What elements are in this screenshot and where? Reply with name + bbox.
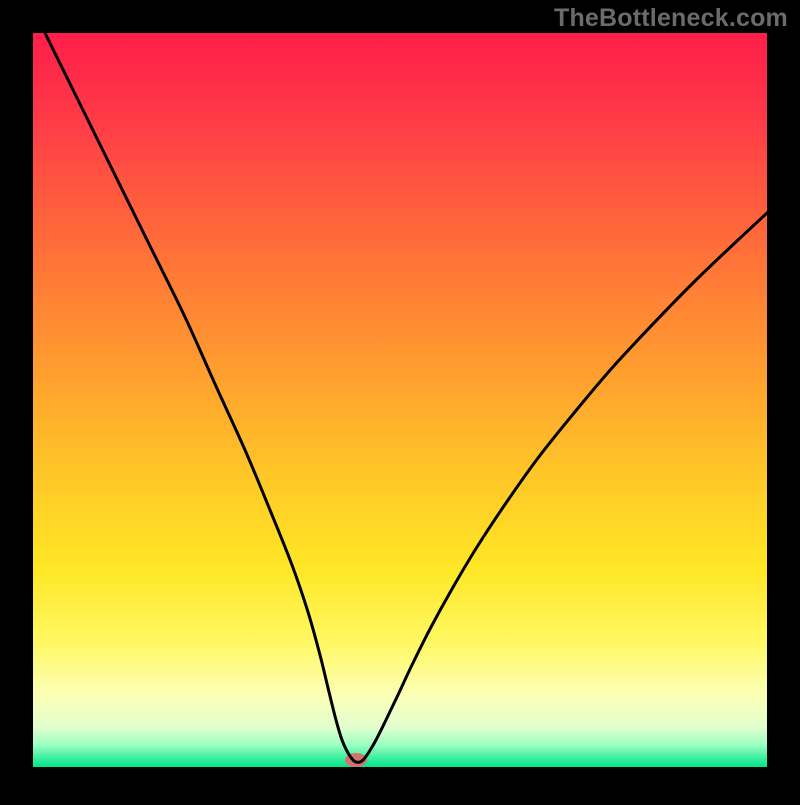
- watermark-text: TheBottleneck.com: [554, 4, 788, 33]
- chart-frame: [0, 0, 800, 800]
- bottleneck-chart: [0, 0, 800, 800]
- plot-area: [33, 33, 767, 767]
